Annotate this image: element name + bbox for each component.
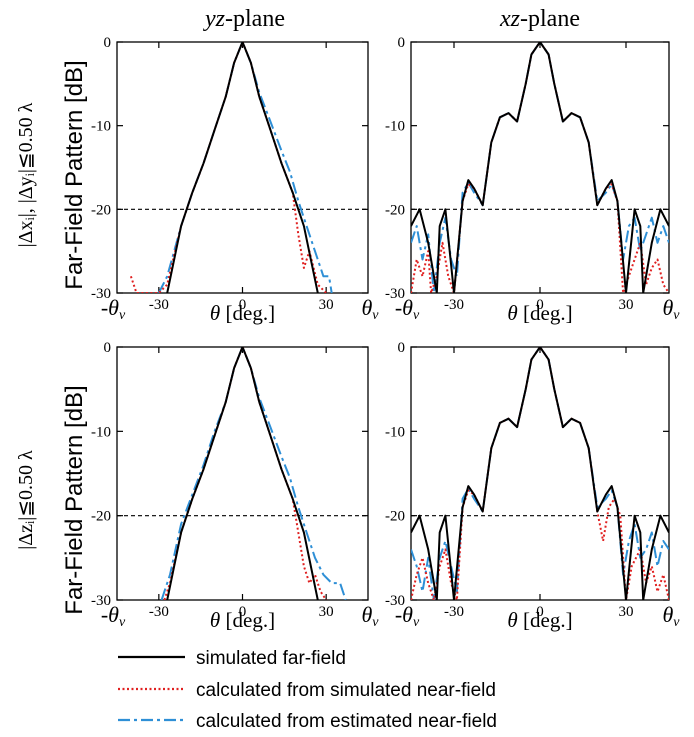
y-tick-label: -10 [385,424,405,440]
theta-v-neg-label: -θv [395,295,420,323]
theta-v-pos-label: θv [361,295,379,323]
col-title-xz: xz-plane [499,6,580,32]
plot-frame [116,41,369,294]
theta-v-pos-label: θv [361,602,379,630]
y-tick-label: -30 [385,286,405,302]
series-line-calc-est [160,347,347,600]
col-title-yz-rest: -plane [225,6,285,32]
y-tick-label: 0 [104,35,112,51]
panel-0: 0 -10 -20 -30 -30 0 30 -θv θv θ [deg.] [91,35,379,325]
x-tick-label: -30 [149,297,169,313]
x-tick-label: -30 [444,604,464,620]
col-title-xz-italic: xz [499,6,521,32]
y-tick-label: -10 [91,424,111,440]
y-tick-label: -20 [385,202,405,218]
row-label-top: |Δxᵢ|, |Δyᵢ|≦0.50 λ [15,102,37,247]
x-axis-label: θ [deg.] [210,608,275,632]
y-tick-label: -30 [385,593,405,609]
y-tick-label: -20 [91,509,111,525]
series-line-calc-sim [129,42,327,293]
series-line-calc-est [157,42,333,293]
series-line-simulated [166,42,319,293]
y-tick-label: 0 [398,35,406,51]
ylabel-top: Far-Field Pattern [dB] [61,60,88,289]
x-tick-label: 0 [536,297,544,313]
x-tick-label: 0 [536,604,544,620]
series-line-simulated [411,347,669,600]
x-axis-label: θ [deg.] [507,608,572,632]
x-tick-label: -30 [444,297,464,313]
x-tick-label: 30 [619,604,634,620]
x-tick-label: -30 [149,604,169,620]
theta-v-pos-label: θv [662,602,680,630]
x-tick-label: 30 [319,297,334,313]
panel-1: 0 -10 -20 -30 -30 0 30 -θv θv θ [deg.] [385,35,680,325]
panel-2: 0 -10 -20 -30 -30 0 30 -θv θv θ [deg.] [91,340,379,632]
series-line-simulated [166,347,319,600]
legend-label-simulated: simulated far-field [196,648,346,669]
x-tick-label: 30 [319,604,334,620]
series-line-simulated [411,42,669,293]
y-tick-label: -10 [385,119,405,135]
x-tick-label: 30 [619,297,634,313]
col-title-yz-italic: yz [203,6,226,32]
ylabel-bottom: Far-Field Pattern [dB] [61,385,88,614]
x-tick-label: 0 [239,604,247,620]
y-tick-label: -30 [91,286,111,302]
row-label-bottom: |Δzᵢ|≦0.50 λ [15,450,37,550]
x-axis-label: θ [deg.] [507,301,572,325]
plot-frame [116,346,369,601]
theta-v-pos-label: θv [662,295,680,323]
col-title-xz-rest: -plane [520,6,580,32]
theta-v-neg-label: -θv [101,602,126,630]
theta-v-neg-label: -θv [101,295,126,323]
y-tick-label: -20 [385,509,405,525]
legend: simulated far-field calculated from simu… [118,648,497,732]
theta-v-neg-label: -θv [395,602,420,630]
x-tick-label: 0 [239,297,247,313]
series-line-calc-sim [163,347,328,600]
y-tick-label: -30 [91,593,111,609]
panel-3: 0 -10 -20 -30 -30 0 30 -θv θv θ [deg.] [385,340,680,632]
col-title-yz: yz-plane [203,6,285,32]
y-tick-label: 0 [398,340,406,356]
x-axis-label: θ [deg.] [210,301,275,325]
y-tick-label: -20 [91,202,111,218]
y-tick-label: 0 [104,340,112,356]
y-tick-label: -10 [91,119,111,135]
legend-label-calc-sim: calculated from simulated near-field [196,680,496,701]
legend-label-calc-est: calculated from estimated near-field [196,711,497,732]
